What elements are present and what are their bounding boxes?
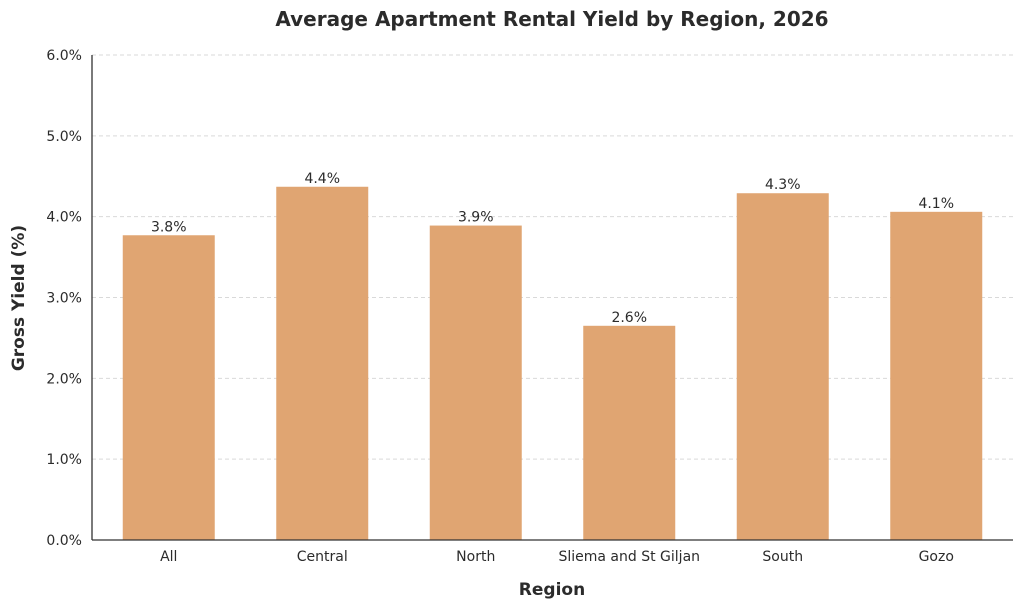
data-label: 3.9% [458,210,494,226]
gridlines [92,54,1013,460]
data-label: 2.6% [611,310,647,326]
y-tick-label: 0.0% [46,533,82,549]
y-tick-label: 3.0% [46,291,82,307]
bar [890,211,983,541]
bar [736,193,829,540]
x-tick-label: South [762,549,803,565]
y-tick-label: 2.0% [46,371,82,387]
data-label: 4.1% [918,196,954,212]
y-tick-label: 6.0% [46,48,82,64]
data-label: 4.3% [765,177,801,193]
y-tick-label: 4.0% [46,210,82,226]
x-tick-label: Sliema and St Giljan [558,549,700,565]
bar [122,235,215,540]
x-tick-label: Central [297,549,348,565]
bar [583,325,676,540]
bar [429,225,522,540]
y-tick-label: 5.0% [46,129,82,145]
data-label: 4.4% [304,171,340,187]
data-label: 3.8% [151,219,187,235]
x-tick-label: North [456,549,495,565]
x-tick-label: Gozo [919,549,954,565]
y-tick-label: 1.0% [46,452,82,468]
bar [276,186,369,540]
y-axis-label: Gross Yield (%) [9,225,29,371]
x-axis-ticks: All Central North Sliema and St Giljan South… [160,549,954,565]
x-axis-label: Region [519,580,585,600]
y-axis-ticks: 0.0% 1.0% 2.0% 3.0% 4.0% 5.0% 6.0% [46,48,82,549]
chart-title: Average Apartment Rental Yield by Region… [275,7,828,31]
bars: 3.8% 4.4% 3.9% 2.6% 4.3% 4.1% [122,171,983,541]
x-tick-label: All [160,549,177,565]
